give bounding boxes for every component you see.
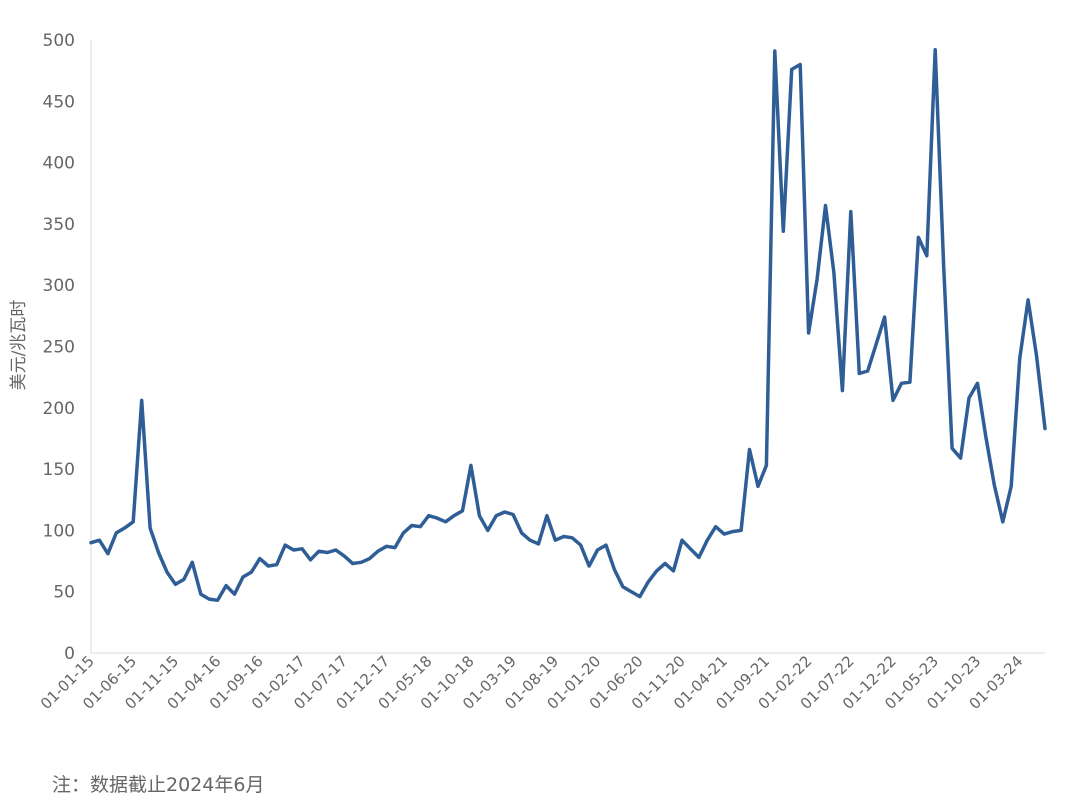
y-tick-label: 50	[53, 583, 75, 603]
y-tick-label: 350	[43, 215, 75, 235]
x-axis-tick-labels: 01-01-1501-06-1501-11-1501-04-1601-09-16…	[37, 652, 1027, 713]
y-tick-label: 200	[43, 399, 75, 419]
y-tick-label: 0	[64, 644, 75, 664]
y-tick-label: 450	[43, 92, 75, 112]
series-line	[89, 48, 1047, 603]
y-axis-tick-labels: 0 50 100 150 200 250 300 350 400 450 500	[43, 31, 75, 664]
series-points	[90, 49, 1046, 601]
y-tick-label: 100	[43, 521, 75, 541]
y-tick-label: 500	[43, 31, 75, 51]
y-tick-label: 300	[43, 276, 75, 296]
y-tick-label: 400	[43, 154, 75, 174]
y-tick-label: 150	[43, 460, 75, 480]
y-tick-label: 250	[43, 338, 75, 358]
footnote: 注：数据截止2024年6月	[52, 774, 265, 796]
y-axis-label: 美元/兆瓦时	[9, 300, 29, 391]
